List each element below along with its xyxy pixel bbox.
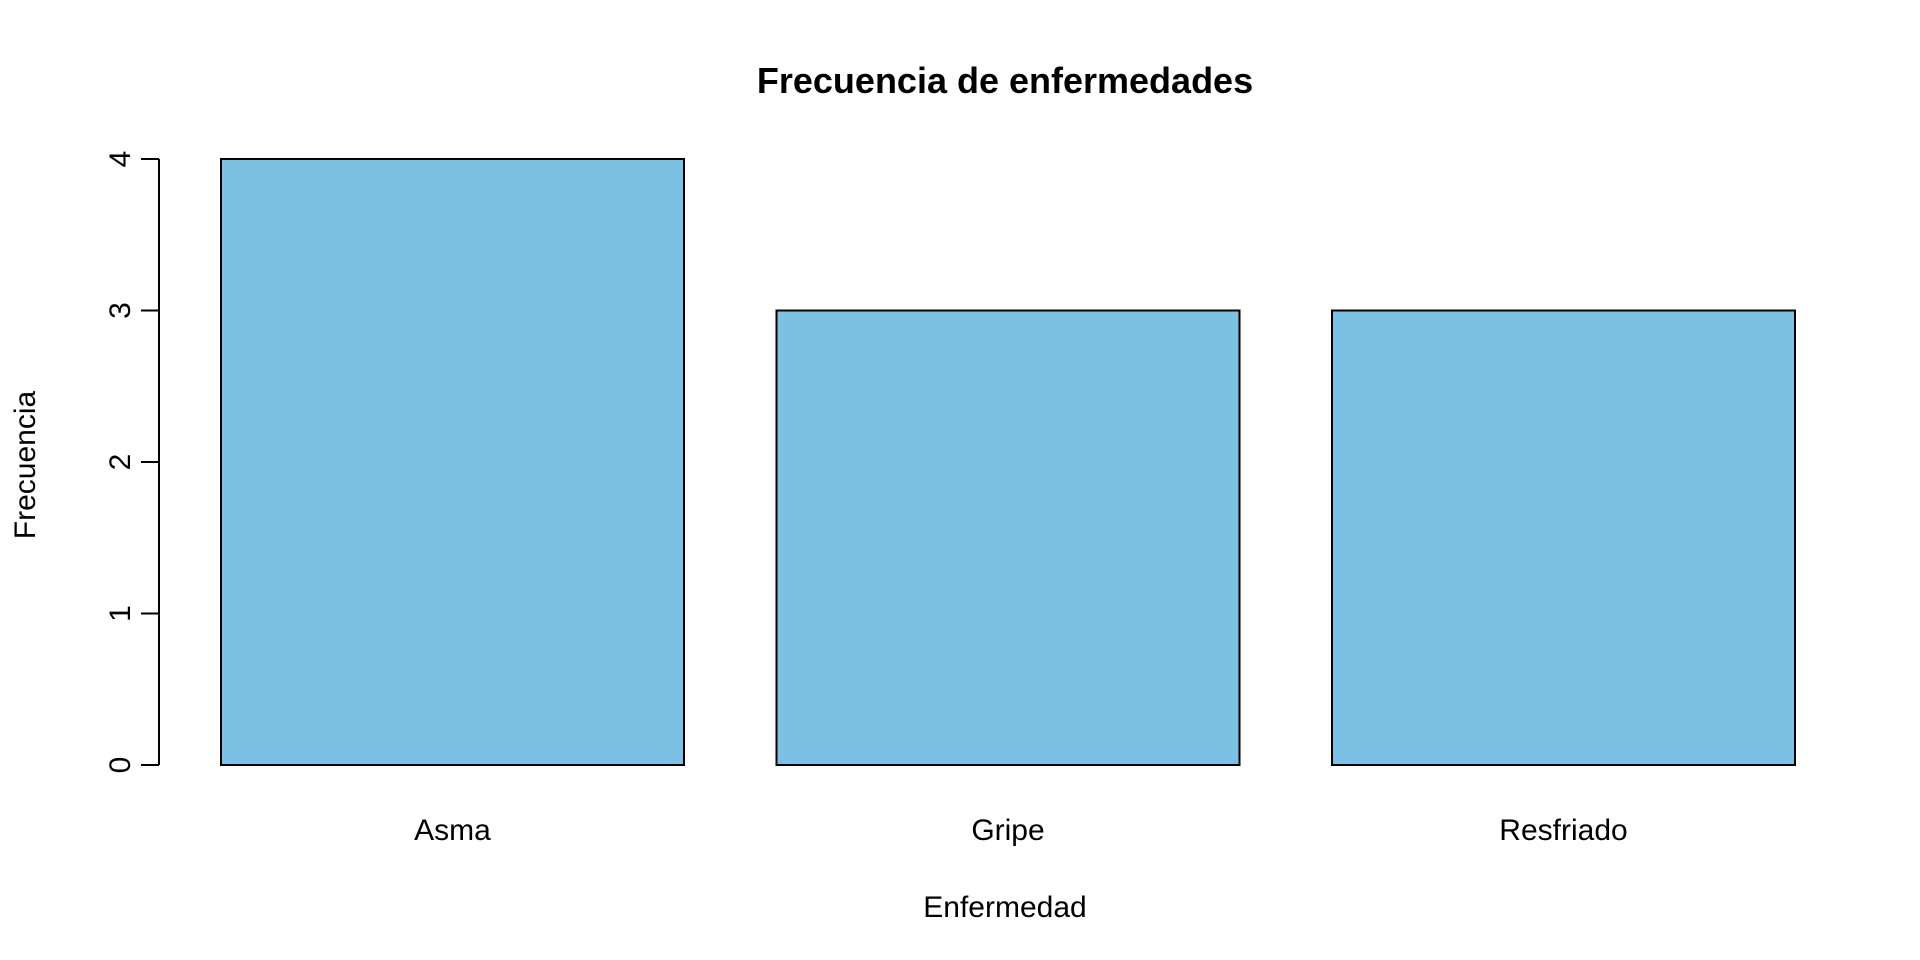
y-tick-label: 3 bbox=[104, 302, 137, 319]
x-axis-tick-labels: Asma Gripe Resfriado bbox=[414, 814, 1628, 847]
y-tick-label: 4 bbox=[104, 151, 137, 168]
x-axis-label: Enfermedad bbox=[923, 891, 1086, 924]
y-axis: 0 1 2 3 4 bbox=[104, 151, 160, 774]
x-tick-label: Resfriado bbox=[1499, 814, 1627, 847]
x-tick-label: Gripe bbox=[971, 814, 1044, 847]
chart-title: Frecuencia de enfermedades bbox=[757, 60, 1253, 101]
bar-resfriado bbox=[1331, 309, 1796, 766]
bar-asma bbox=[220, 158, 685, 766]
y-tick-label: 2 bbox=[104, 454, 137, 471]
x-tick-label: Asma bbox=[414, 814, 491, 847]
y-axis-label: Frecuencia bbox=[9, 390, 42, 539]
y-tick-label: 1 bbox=[104, 605, 137, 622]
bars-group bbox=[220, 158, 1796, 766]
bar-gripe bbox=[775, 309, 1241, 766]
y-tick-label: 0 bbox=[104, 757, 137, 774]
